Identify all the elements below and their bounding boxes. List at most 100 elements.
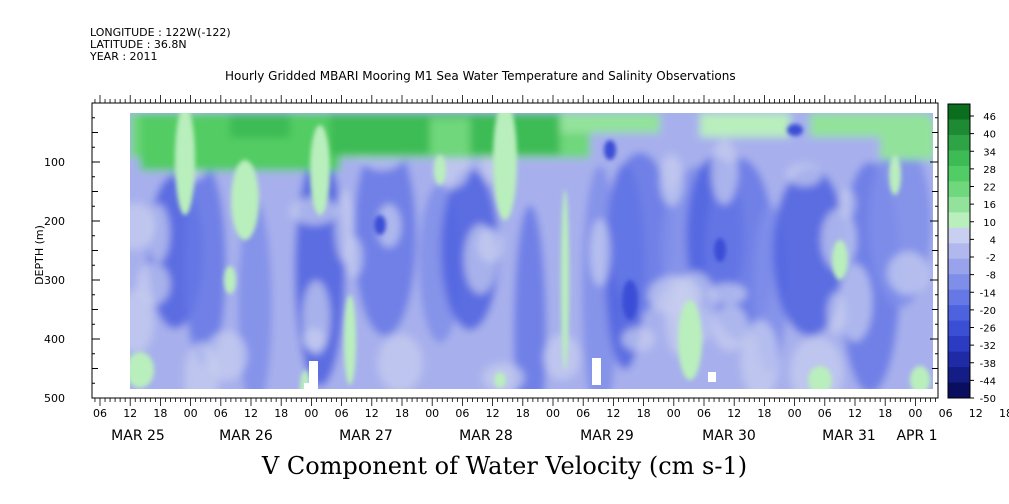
surface-positive-layer bbox=[560, 113, 660, 133]
colorbar: 46 40 34 28 22 16 10 4 -2 -8 -14 -20 -26 -32 -38 -44 -50 bbox=[947, 103, 996, 405]
x-date-label: MAR 25 bbox=[111, 428, 165, 444]
x-hour-label: 06 bbox=[576, 407, 590, 420]
weak-velocity-patch bbox=[826, 292, 845, 335]
colorbar-swatch bbox=[948, 320, 970, 337]
weak-velocity-patch bbox=[334, 189, 354, 263]
y-tick-label: 300 bbox=[44, 274, 65, 287]
colorbar-swatch bbox=[948, 181, 970, 198]
positive-velocity-plume bbox=[889, 155, 901, 195]
positive-velocity-plume bbox=[231, 160, 259, 240]
positive-velocity-plume bbox=[494, 372, 506, 388]
weak-velocity-patch bbox=[204, 330, 248, 381]
weak-velocity-patch bbox=[302, 280, 331, 355]
colorbar-swatch bbox=[948, 119, 970, 136]
weak-velocity-patch bbox=[837, 263, 873, 342]
negative-velocity-band bbox=[772, 167, 848, 336]
missing-data-gaps bbox=[304, 358, 716, 389]
colorbar-label: -20 bbox=[980, 306, 996, 317]
y-tick-label: 400 bbox=[44, 333, 65, 346]
weak-velocity-patch bbox=[130, 289, 154, 354]
positive-velocity-plume bbox=[561, 190, 569, 370]
colorbar-swatch bbox=[948, 274, 970, 291]
positive-velocity-plume bbox=[310, 125, 330, 215]
colorbar-swatch bbox=[948, 305, 970, 322]
positive-velocity-plume bbox=[832, 240, 848, 280]
x-hour-label: 00 bbox=[667, 407, 681, 420]
x-hour-label: 12 bbox=[123, 407, 137, 420]
weak-velocity-patch bbox=[621, 326, 655, 352]
missing-data-gap bbox=[708, 372, 716, 382]
missing-data-gap bbox=[592, 358, 601, 385]
x-hour-label: 00 bbox=[425, 407, 439, 420]
positive-velocity-plume bbox=[434, 155, 446, 185]
surface-positive-layer bbox=[880, 120, 933, 160]
longitude-label: LONGITUDE : 122W(-122) bbox=[90, 26, 231, 39]
colorbar-swatch bbox=[948, 212, 970, 229]
weak-velocity-patch bbox=[589, 218, 611, 287]
x-hour-label: 06 bbox=[697, 407, 711, 420]
year-label: YEAR : 2011 bbox=[90, 50, 158, 63]
negative-velocity-band bbox=[183, 165, 227, 367]
colorbar-label: -2 bbox=[986, 253, 996, 264]
y-tick-label: 200 bbox=[44, 215, 65, 228]
colorbar-swatch bbox=[948, 243, 970, 260]
positive-velocity-plume bbox=[130, 352, 154, 388]
colorbar-label: 22 bbox=[983, 183, 996, 194]
colorbar-swatch bbox=[948, 258, 970, 275]
positive-velocity-plume bbox=[493, 113, 517, 220]
weak-velocity-patch bbox=[376, 203, 402, 248]
positive-velocity-plume bbox=[224, 266, 236, 294]
positive-velocity-plume bbox=[678, 300, 702, 380]
colorbar-label: -38 bbox=[980, 359, 996, 370]
colorbar-swatch bbox=[948, 104, 970, 120]
colorbar-label: -32 bbox=[980, 341, 996, 352]
colorbar-swatch bbox=[948, 196, 970, 213]
colorbar-label: 28 bbox=[983, 165, 996, 176]
x-hour-label: 06 bbox=[214, 407, 228, 420]
x-date-label: MAR 27 bbox=[339, 428, 393, 444]
colorbar-label: -14 bbox=[980, 288, 996, 299]
heatmap-field bbox=[130, 113, 933, 389]
chart-title: Hourly Gridded MBARI Mooring M1 Sea Wate… bbox=[225, 69, 736, 83]
x-hour-label: 06 bbox=[455, 407, 469, 420]
y-tick-label: 100 bbox=[44, 156, 65, 169]
colorbar-label: -26 bbox=[980, 324, 996, 335]
x-hour-label: 12 bbox=[848, 407, 862, 420]
x-hour-label: 00 bbox=[908, 407, 922, 420]
weak-velocity-patch bbox=[786, 163, 823, 187]
x-hour-label: 06 bbox=[939, 407, 953, 420]
negative-velocity-band bbox=[513, 205, 547, 389]
colorbar-label: 40 bbox=[983, 130, 996, 141]
x-date-label: MAR 31 bbox=[822, 428, 876, 444]
weak-velocity-patch bbox=[377, 334, 423, 389]
x-hour-label: 18 bbox=[395, 407, 409, 420]
x-hour-label: 00 bbox=[788, 407, 802, 420]
x-hour-label: 06 bbox=[93, 407, 107, 420]
colorbar-swatch bbox=[948, 134, 970, 151]
strong-negative-core bbox=[787, 124, 803, 136]
x-date-label: APR 1 bbox=[896, 428, 937, 444]
colorbar-label: 16 bbox=[983, 200, 996, 211]
negative-velocity-band bbox=[238, 200, 272, 389]
weak-velocity-patch bbox=[136, 262, 171, 306]
colorbar-label: -50 bbox=[980, 394, 996, 405]
x-hour-label: 06 bbox=[818, 407, 832, 420]
x-date-label: MAR 28 bbox=[459, 428, 513, 444]
variable-caption: V Component of Water Velocity (cm s-1) bbox=[261, 452, 748, 480]
x-hour-label: 12 bbox=[244, 407, 258, 420]
weak-velocity-patch bbox=[887, 251, 930, 295]
x-hour-label: 18 bbox=[999, 407, 1009, 420]
positive-velocity-plume bbox=[808, 366, 832, 389]
weak-velocity-patch bbox=[712, 304, 749, 352]
negative-velocity-band bbox=[608, 152, 672, 313]
x-hour-label: 18 bbox=[274, 407, 288, 420]
colorbar-label: 34 bbox=[983, 147, 996, 158]
missing-data-gap bbox=[309, 361, 318, 389]
x-hour-label: 18 bbox=[637, 407, 651, 420]
strong-negative-core bbox=[714, 238, 726, 262]
x-date-label: MAR 30 bbox=[702, 428, 756, 444]
x-date-label: MAR 26 bbox=[219, 428, 273, 444]
latitude-label: LATITUDE : 36.8N bbox=[90, 38, 187, 51]
positive-velocity-plume bbox=[910, 366, 930, 389]
